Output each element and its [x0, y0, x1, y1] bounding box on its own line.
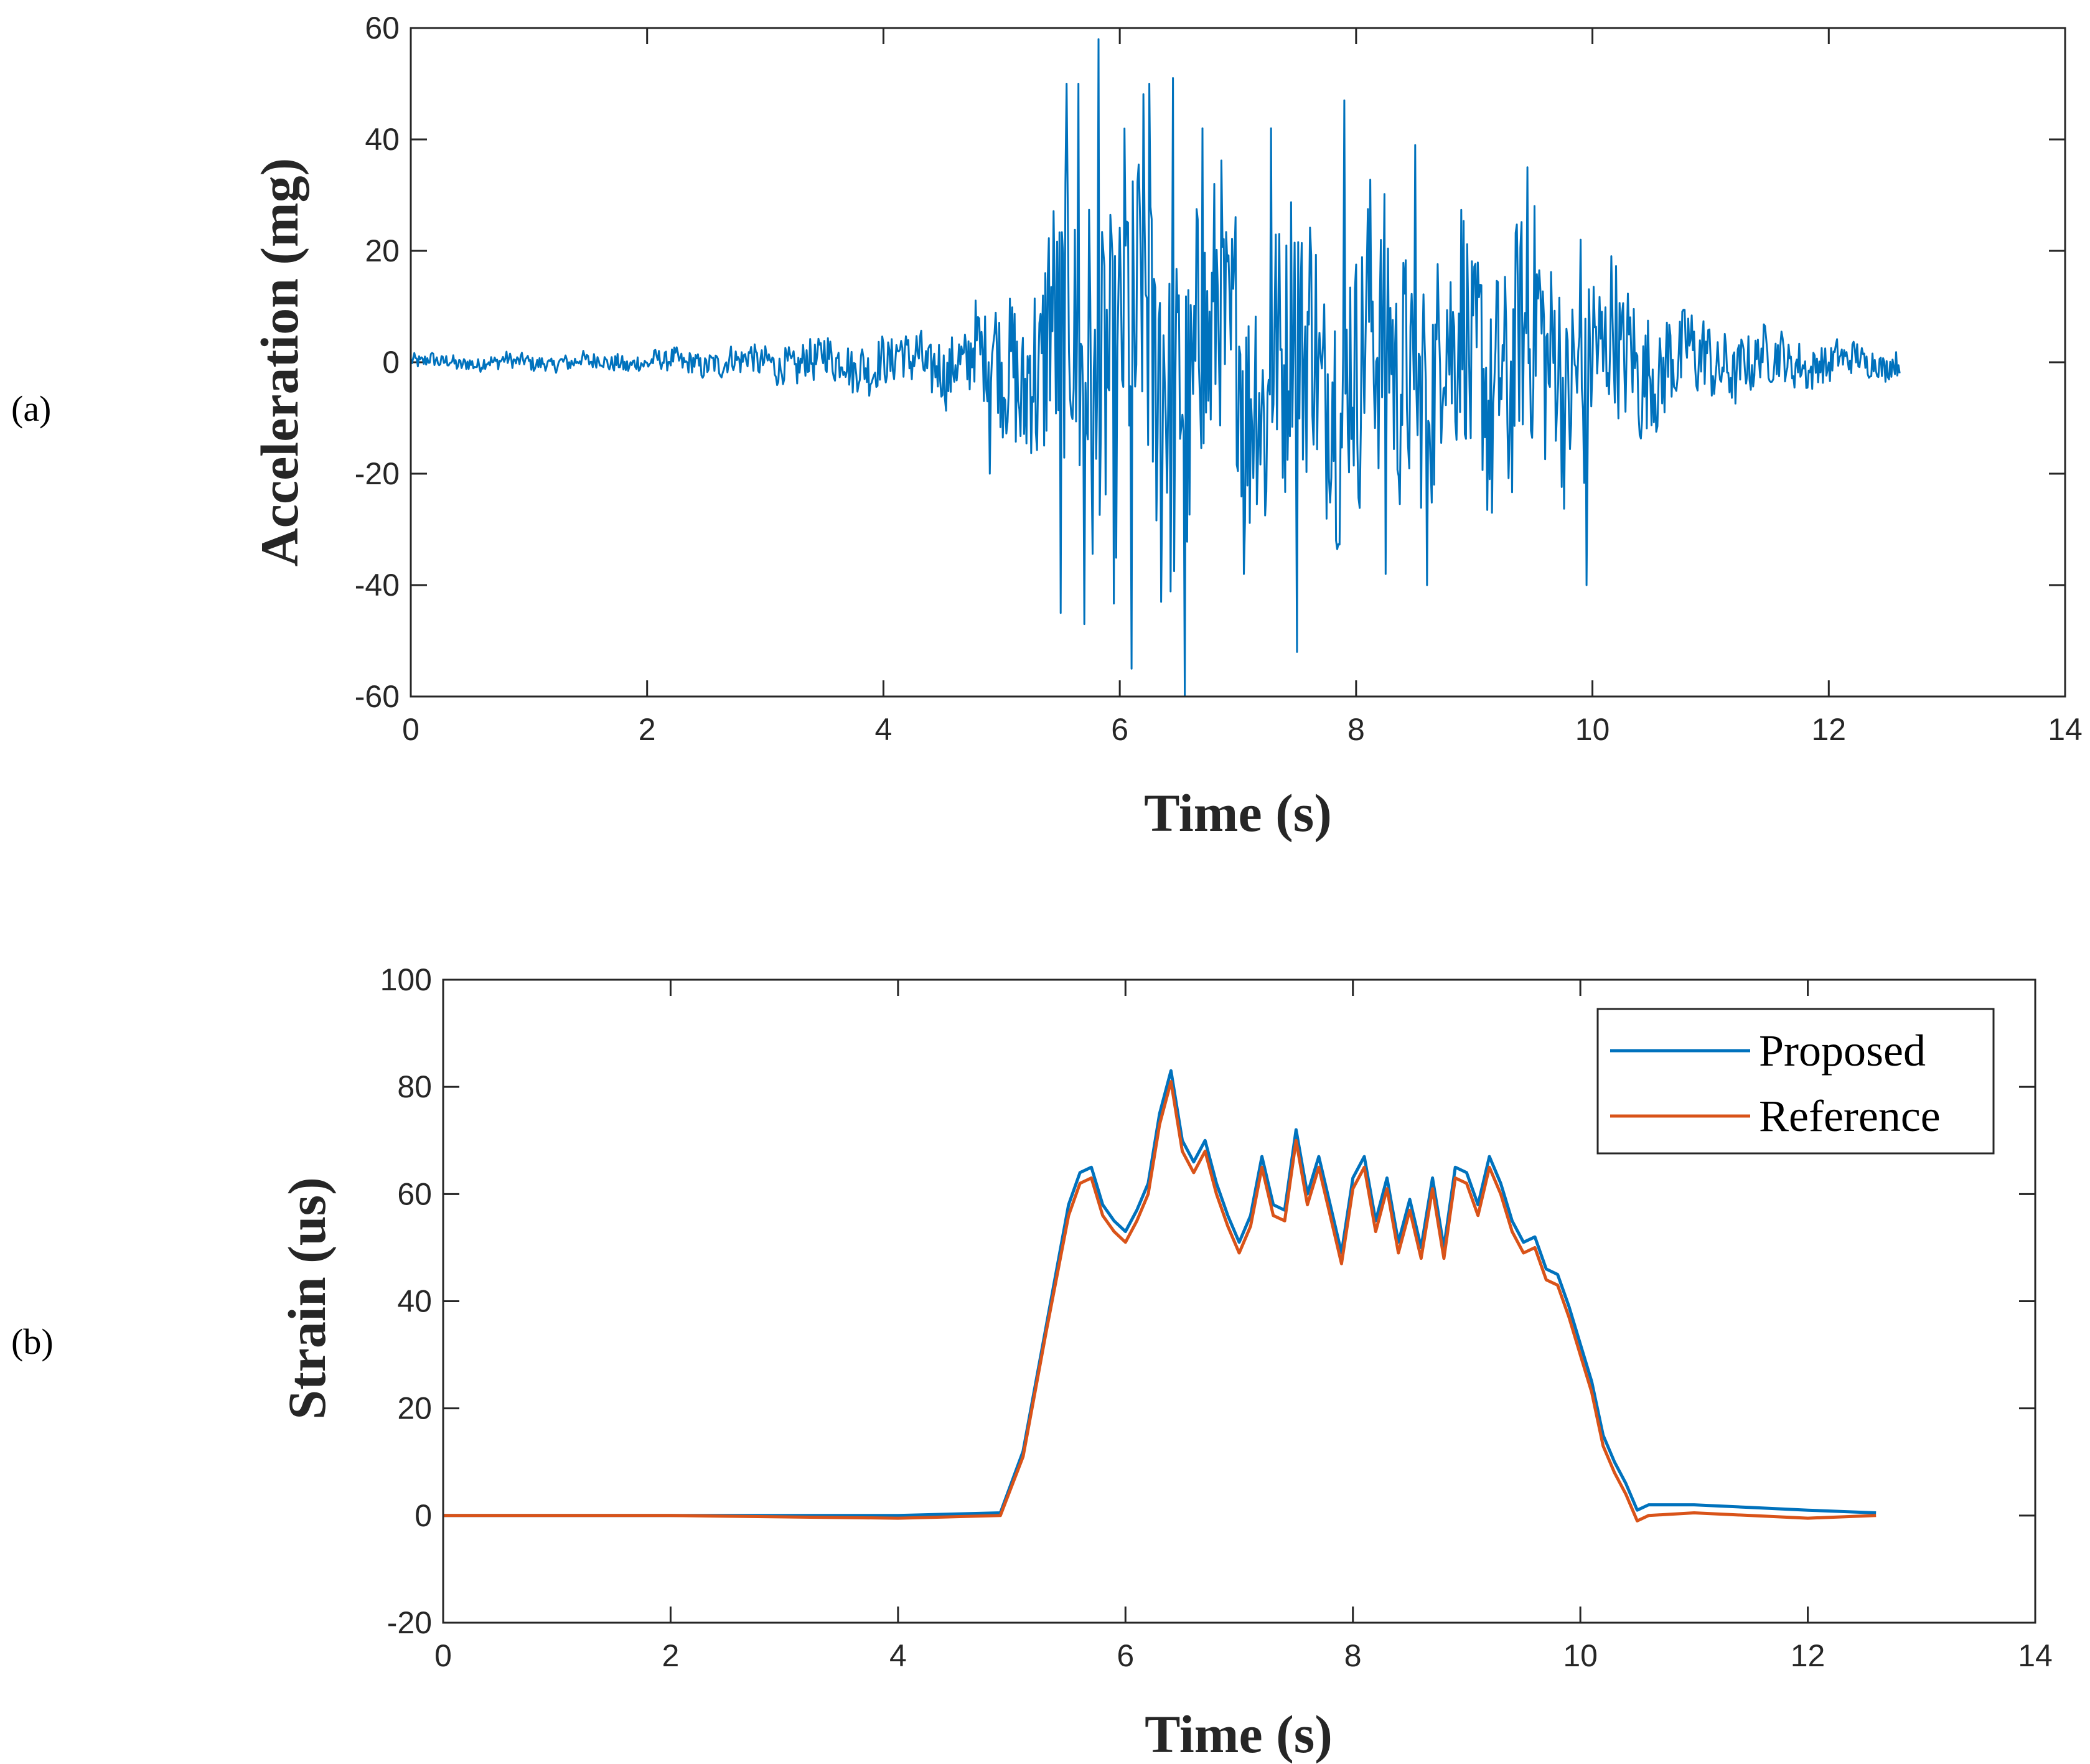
- panel-b-ytick-labels: -20 0 20 40 60 80 100: [380, 962, 432, 1640]
- panel-a-xtick-label: 2: [639, 712, 656, 747]
- panel-a-xtick-label: 10: [1575, 712, 1610, 747]
- panel-a-xtick-label: 14: [2048, 712, 2083, 747]
- panel-b-xtick-label: 14: [2018, 1638, 2053, 1673]
- panel-b-ytick-label: 80: [397, 1069, 432, 1104]
- panel-a-ytick-label: -20: [355, 456, 400, 491]
- panel-a-xtick-label: 6: [1111, 712, 1128, 747]
- panel-a-xtick-label: 4: [875, 712, 893, 747]
- panel-b-xtick-label: 6: [1117, 1638, 1134, 1673]
- panel-a: (a) -60 -40 -20 0 20 40 60 0 2 4 6 8 10 12 14 Time (s…: [11, 11, 2083, 843]
- panel-a-ytick-label: -60: [355, 679, 400, 714]
- panel-b-xtick-label: 12: [1791, 1638, 1825, 1673]
- panel-a-xtick-label: 12: [1811, 712, 1846, 747]
- panel-a-label: (a): [11, 388, 51, 429]
- panel-a-ytick-labels: -60 -40 -20 0 20 40 60: [355, 11, 400, 714]
- panel-a-ytick-label: 20: [365, 233, 400, 268]
- panel-b-xtick-labels: 0 2 4 6 8 10 12 14: [434, 1638, 2053, 1673]
- panel-b-xtick-label: 8: [1344, 1638, 1362, 1673]
- panel-a-xtick-labels: 0 2 4 6 8 10 12 14: [402, 712, 2083, 747]
- panel-b-xtick-label: 10: [1563, 1638, 1598, 1673]
- panel-a-axes-box: [410, 27, 2066, 698]
- panel-a-xlabel: Time (s): [1144, 783, 1332, 843]
- panel-a-xtick-label: 0: [402, 712, 419, 747]
- legend-proposed-label: Proposed: [1759, 1026, 1926, 1076]
- panel-b-xlabel: Time (s): [1145, 1704, 1333, 1764]
- panel-a-ytick-label: 40: [365, 122, 400, 157]
- panel-b-ytick-label: 100: [380, 962, 432, 997]
- panel-a-ytick-label: -40: [355, 568, 400, 603]
- proposed-series-line: [443, 1069, 1877, 1518]
- legend-box: [1596, 1008, 1995, 1155]
- legend: Proposed Reference: [1596, 1008, 1995, 1155]
- panel-b-ytick-label: 20: [397, 1391, 432, 1426]
- panel-b-ylabel: Strain (us): [277, 1177, 337, 1419]
- panel-a-ylabel: Acceleration (mg): [250, 158, 309, 567]
- panel-b-ytick-label: -20: [387, 1605, 432, 1640]
- panel-b-label: (b): [11, 1321, 54, 1362]
- panel-b-xtick-label: 0: [434, 1638, 452, 1673]
- panel-b-xtick-label: 2: [662, 1638, 680, 1673]
- reference-series-line: [443, 1080, 1877, 1522]
- panel-b-axes-box: [442, 978, 2036, 1624]
- panel-a-ytick-label: 0: [382, 345, 400, 380]
- panel-b-ytick-label: 40: [397, 1284, 432, 1319]
- panel-a-ytick-label: 60: [365, 11, 400, 45]
- legend-reference-label: Reference: [1759, 1091, 1941, 1141]
- panel-b-xtick-label: 4: [889, 1638, 907, 1673]
- panel-b-ytick-label: 0: [415, 1498, 432, 1533]
- panel-b-ytick-label: 60: [397, 1176, 432, 1211]
- panel-a-xtick-label: 8: [1347, 712, 1365, 747]
- acceleration-series-line: [410, 38, 1901, 698]
